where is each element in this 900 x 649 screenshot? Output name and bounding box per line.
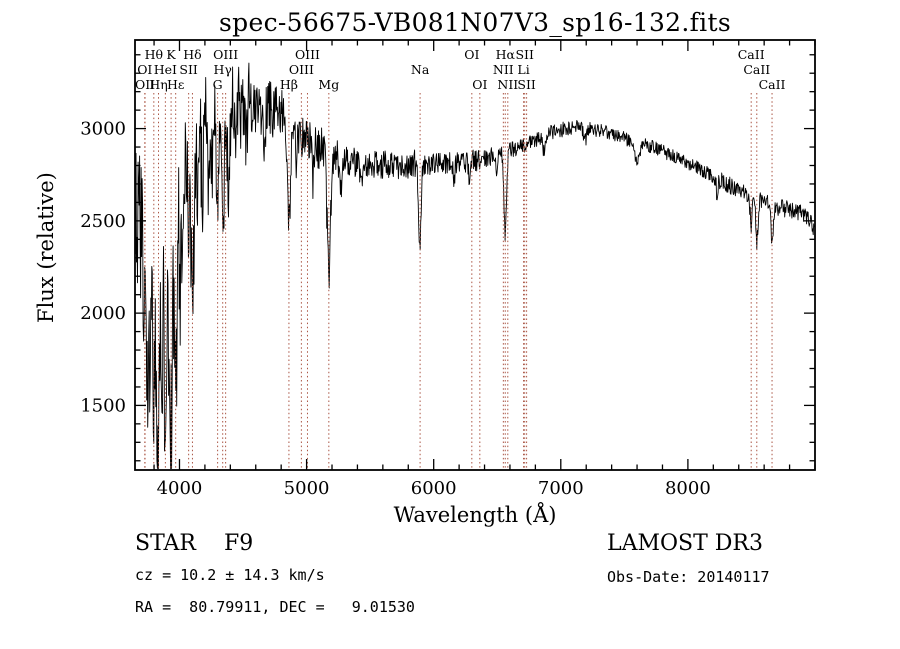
spectral-line-label: CaII: [743, 62, 770, 77]
x-axis-label: Wavelength (Å): [393, 503, 557, 527]
spectral-line-label: OI: [472, 77, 487, 92]
survey-label: LAMOST DR3: [607, 531, 763, 556]
spectral-line-label: CaII: [759, 77, 786, 92]
coordinates-label: RA = 80.79911, DEC = 9.01530: [135, 598, 415, 616]
spectral-line-label: K: [166, 47, 176, 62]
spectral-line-label: Mg: [318, 77, 339, 92]
spectral-line-label: NII: [497, 77, 518, 92]
spectral-line-label: OI: [137, 62, 152, 77]
x-tick-label: 8000: [665, 478, 711, 499]
spectral-line-label: OIII: [213, 47, 238, 62]
spectral-line-label: Hη: [149, 77, 167, 92]
spectral-line-label: OIII: [295, 47, 320, 62]
x-tick-label: 7000: [538, 478, 584, 499]
x-tick-label: 6000: [411, 478, 457, 499]
spectral-line-label: SII: [179, 62, 198, 77]
spectral-line-label: Hγ: [214, 62, 232, 77]
x-tick-label: 5000: [284, 478, 330, 499]
cz-value-label: cz = 10.2 ± 14.3 km/s: [135, 566, 325, 584]
spectral-line-label: Li: [517, 62, 529, 77]
spectral-line-label: OIII: [289, 62, 314, 77]
spectral-line-label: Hε: [167, 77, 184, 92]
spectral-line-label: OII: [135, 77, 155, 92]
y-tick-label: 3000: [80, 119, 126, 140]
y-tick-label: 1500: [80, 395, 126, 416]
spectral-line-label: CaII: [738, 47, 765, 62]
x-tick-label: 4000: [157, 478, 203, 499]
spectral-line-label: NII: [493, 62, 514, 77]
spectral-line-label: SII: [517, 77, 536, 92]
spectrum-trace: [134, 62, 815, 469]
y-axis-label: Flux (relative): [34, 172, 58, 323]
spectral-line-label: HeI: [154, 62, 177, 77]
spectral-line-label: Hδ: [183, 47, 201, 62]
obs-date-label: Obs-Date: 20140117: [607, 568, 770, 586]
spectral-line-label: Hθ: [145, 47, 163, 62]
spectral-line-label: Hβ: [280, 77, 298, 92]
plot-frame: [134, 39, 816, 471]
spectral-line-label: Na: [411, 62, 430, 77]
spectral-line-label: SII: [515, 47, 534, 62]
object-class-label: STAR F9: [135, 531, 254, 556]
y-tick-label: 2500: [80, 211, 126, 232]
spectral-line-label: G: [213, 77, 223, 92]
y-tick-label: 2000: [80, 303, 126, 324]
plot-title: spec-56675-VB081N07V3_sp16-132.fits: [219, 8, 731, 37]
spectral-line-label: Hα: [496, 47, 516, 62]
spectral-line-label: OI: [464, 47, 479, 62]
